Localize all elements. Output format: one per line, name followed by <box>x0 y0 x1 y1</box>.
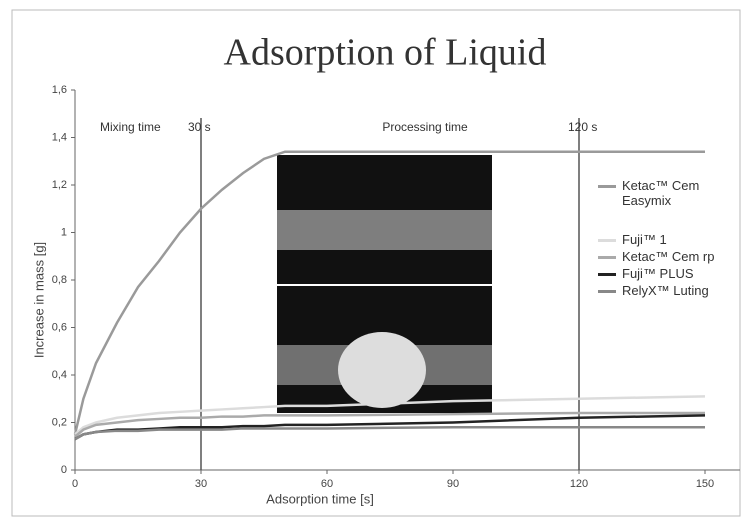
series-line <box>73 150 705 435</box>
legend-item: Ketac™ Cem Easymix <box>598 178 738 208</box>
legend-item: Fuji™ PLUS <box>598 266 738 281</box>
legend-swatch <box>598 256 616 259</box>
x-axis-label: Adsorption time [s] <box>266 491 374 506</box>
legend-swatch <box>598 273 616 276</box>
annotation: Mixing time <box>100 120 161 134</box>
y-tick-label: 0,4 <box>52 369 67 381</box>
legend-label: Fuji™ 1 <box>622 232 667 247</box>
legend-label: Fuji™ PLUS <box>622 266 694 281</box>
frame <box>11 9 741 517</box>
x-tick-label: 60 <box>321 478 333 490</box>
chart-title: Adsorption of Liquid <box>224 32 547 74</box>
photo-inset <box>277 155 492 413</box>
y-tick-label: 1,4 <box>52 131 67 143</box>
legend-label: Ketac™ Cem rp <box>622 249 715 264</box>
legend-label: Ketac™ Cem Easymix <box>622 178 700 208</box>
x-tick-label: 120 <box>570 478 588 490</box>
series-line <box>74 426 705 441</box>
legend-label: RelyX™ Luting <box>622 283 709 298</box>
y-tick-label: 1 <box>61 226 67 238</box>
series-line <box>74 411 705 438</box>
y-axis-label: Increase in mass [g] <box>31 242 46 358</box>
legend-swatch <box>598 239 616 242</box>
x-tick-label: 30 <box>195 478 207 490</box>
x-tick-label: 90 <box>447 478 459 490</box>
legend-item: Fuji™ 1 <box>598 232 738 247</box>
series-line <box>74 395 706 436</box>
y-tick-label: 0,2 <box>52 416 67 428</box>
annotation: Processing time <box>382 120 468 134</box>
annotation: 30 s <box>188 120 211 134</box>
y-tick-label: 1,6 <box>52 84 67 96</box>
legend-swatch <box>598 290 616 293</box>
legend: Ketac™ Cem Easymix Fuji™ 1 Ketac™ Cem rp Fu… <box>598 178 738 300</box>
y-tick-label: 0,6 <box>52 321 67 333</box>
x-tick-label: 0 <box>72 478 78 490</box>
y-tick-label: 0 <box>61 464 67 476</box>
legend-item: Ketac™ Cem rp <box>598 249 738 264</box>
y-tick-label: 0,8 <box>52 274 67 286</box>
legend-swatch <box>598 185 616 188</box>
legend-item: RelyX™ Luting <box>598 283 738 298</box>
y-tick-label: 1,2 <box>52 179 67 191</box>
annotation: 120 s <box>568 120 597 134</box>
x-tick-label: 150 <box>696 478 714 490</box>
